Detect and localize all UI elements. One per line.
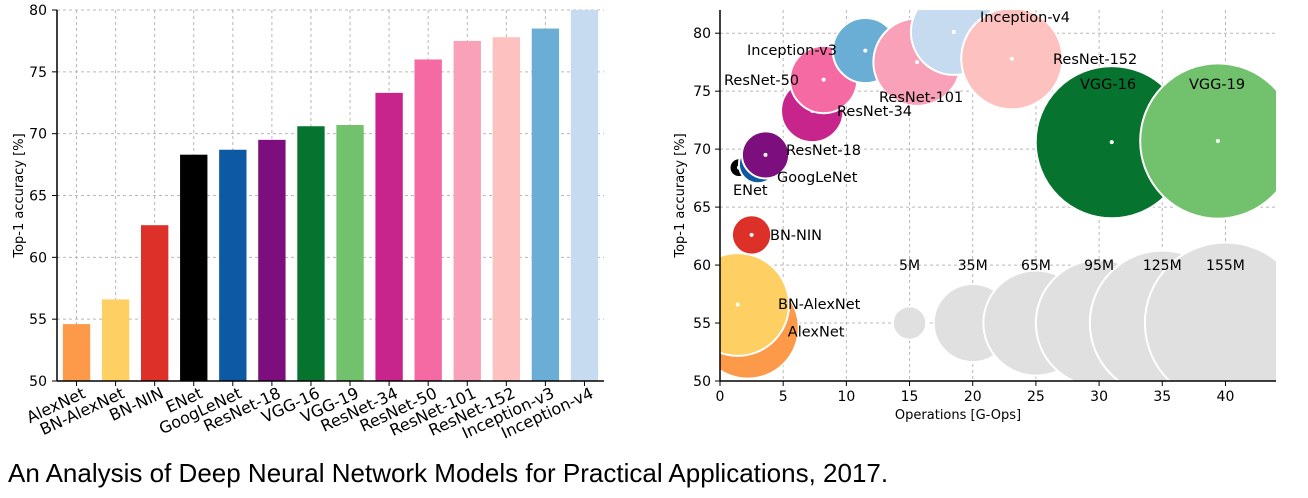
y-tick-label: 55 [29,312,47,328]
size-legend-bubble-5m [891,305,928,341]
x-tick-label: 10 [837,389,855,405]
bar-inception-v3 [531,28,560,382]
bar-alexnet [62,324,91,381]
y-tick-label: 50 [693,374,711,390]
size-legend-label-5m: 5M [899,258,920,274]
x-axis-label: Operations [G-Ops] [895,408,1021,423]
bar-resnet-152 [492,37,520,381]
point-label-vgg-16: VGG-16 [1080,77,1136,93]
point-label-resnet-18: ResNet-18 [786,143,861,159]
bar-bn-alexnet [101,299,130,381]
bar-inception-v4 [570,10,599,381]
bar-vgg-19 [336,125,364,381]
point-label-inception-v3: Inception-v3 [747,43,837,59]
point-label-bn-alexnet: BN-AlexNet [778,297,861,313]
size-legend-label-35m: 35M [958,258,988,274]
y-tick-label: 70 [693,142,711,158]
x-tick-label: 30 [1090,389,1108,405]
bubble-center-resnet-152 [1009,56,1014,61]
x-tick-label: 0 [716,389,725,405]
point-label-inception-v4: Inception-v4 [980,10,1070,26]
point-label-enet: ENet [733,183,768,199]
y-tick-label: 75 [29,65,47,81]
point-label-resnet-101: ResNet-101 [879,90,963,106]
bar-bn-nin [141,225,169,381]
x-tick-label: 25 [1027,389,1045,405]
size-legend-label-125m: 125M [1143,258,1182,274]
y-tick-label: 65 [29,189,47,205]
bar-resnet-50 [414,59,442,381]
point-label-googlenet: GoogLeNet [777,170,858,186]
bubble-center-vgg-19 [1215,139,1220,144]
bubble-center-resnet-101 [915,60,920,65]
bar-resnet-101 [453,40,481,382]
x-tick-label: 20 [964,389,982,405]
bubbles-layer [720,10,1276,381]
bubble-center-bn-nin [749,232,754,237]
point-label-resnet-50: ResNet-50 [724,73,799,89]
point-label-vgg-19: VGG-19 [1189,77,1245,93]
y-tick-label: 50 [29,374,47,390]
y-axis-label: Top-1 accuracy [%] [12,133,27,258]
bar-googlenet [219,149,247,381]
y-axis-label: Top-1 accuracy [%] [673,133,688,258]
bubble-center-resnet-18 [763,152,768,157]
size-legend-bubble-155m [1143,241,1276,381]
size-legend-label-65m: 65M [1021,258,1051,274]
y-tick-label: 60 [29,250,47,266]
point-label-bn-nin: BN-NIN [770,228,822,244]
bubble-center-inception-v3 [863,48,868,53]
bar-resnet-18 [258,139,286,381]
y-tick-label: 65 [693,200,711,216]
bar-enet [180,154,208,381]
point-label-alexnet: AlexNet [788,325,845,341]
y-tick-label: 55 [693,316,711,332]
bubble-center-resnet-50 [821,77,826,82]
point-label-resnet-152: ResNet-152 [1053,52,1137,68]
figure-caption: An Analysis of Deep Neural Network Model… [8,458,889,488]
x-tick-label: 15 [901,389,919,405]
point-label-resnet-34: ResNet-34 [837,104,912,120]
bar-resnet-34 [375,92,403,382]
bubble-center-inception-v4 [951,30,956,35]
x-tick-label: 40 [1217,389,1235,405]
x-tick-label: 5 [779,389,788,405]
y-tick-label: 80 [29,3,47,19]
y-tick-label: 70 [29,127,47,143]
bubble-center-bn-alexnet [735,302,740,307]
bubble-bn-alexnet [720,252,791,357]
size-legend-label-95m: 95M [1084,258,1114,274]
y-tick-label: 75 [693,84,711,100]
x-tick-label: 35 [1153,389,1171,405]
bar-chart: 50556065707580AlexNetBN-AlexNetBN-NINENe… [12,3,604,443]
bubble-chart: 50 55 60 65 70 75 80 0 5 10 15 20 25 30 35 40 5M 35M 65M 95… [673,10,1276,423]
bubble-center-vgg-16 [1109,140,1114,145]
size-legend-label-155m: 155M [1206,258,1245,274]
y-tick-label: 60 [693,258,711,274]
bubble-vgg-19 [1139,62,1276,220]
y-tick-label: 80 [693,26,711,42]
bar-vgg-16 [297,126,325,381]
